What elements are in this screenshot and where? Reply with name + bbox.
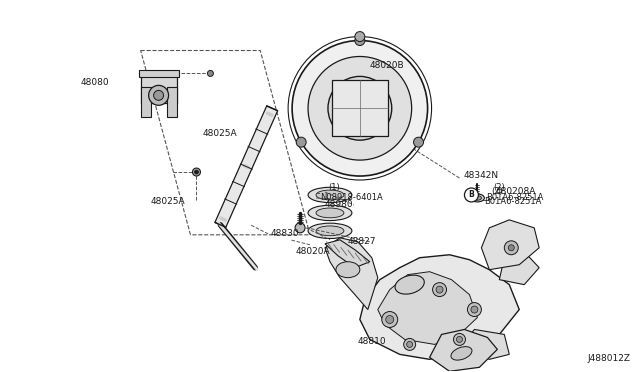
Ellipse shape <box>316 208 344 218</box>
Circle shape <box>328 76 392 140</box>
Polygon shape <box>325 240 370 268</box>
Circle shape <box>406 341 413 347</box>
Circle shape <box>154 90 164 100</box>
Polygon shape <box>141 87 150 117</box>
Text: 48827: 48827 <box>348 237 376 246</box>
Polygon shape <box>141 76 177 103</box>
Circle shape <box>355 32 365 42</box>
Circle shape <box>148 86 168 105</box>
Text: J488012Z: J488012Z <box>588 355 631 363</box>
Text: 48080: 48080 <box>81 78 109 87</box>
Circle shape <box>296 137 306 147</box>
Text: 48025A: 48025A <box>202 129 237 138</box>
Polygon shape <box>429 330 497 371</box>
Circle shape <box>471 306 478 313</box>
Ellipse shape <box>308 187 352 203</box>
Circle shape <box>382 311 397 327</box>
Ellipse shape <box>308 205 352 221</box>
Text: 48020B: 48020B <box>370 61 404 70</box>
Ellipse shape <box>316 190 344 200</box>
Text: 48810: 48810 <box>358 337 387 346</box>
Text: B: B <box>468 190 474 199</box>
Polygon shape <box>499 252 539 285</box>
Circle shape <box>504 241 518 255</box>
Text: N08918-6401A: N08918-6401A <box>320 193 383 202</box>
Text: 48020A: 48020A <box>295 247 330 256</box>
Text: B01A6-8251A: B01A6-8251A <box>484 198 541 206</box>
Circle shape <box>207 70 213 76</box>
Ellipse shape <box>395 275 424 294</box>
Text: (1): (1) <box>328 183 340 192</box>
Circle shape <box>295 223 305 233</box>
Circle shape <box>386 315 394 324</box>
Ellipse shape <box>336 262 360 278</box>
Bar <box>332 80 388 136</box>
Circle shape <box>436 286 443 293</box>
Circle shape <box>308 57 412 160</box>
Polygon shape <box>360 255 519 359</box>
Text: (2): (2) <box>492 187 503 196</box>
Text: 48980: 48980 <box>325 201 354 209</box>
Ellipse shape <box>470 194 484 202</box>
Polygon shape <box>139 70 179 77</box>
Text: (2): (2) <box>493 183 505 192</box>
Polygon shape <box>481 220 539 270</box>
Text: B01A6-8251A: B01A6-8251A <box>486 193 544 202</box>
Circle shape <box>508 245 515 251</box>
Circle shape <box>355 36 365 45</box>
Ellipse shape <box>474 196 481 200</box>
Polygon shape <box>166 87 177 117</box>
Text: 48830: 48830 <box>270 229 299 238</box>
Ellipse shape <box>308 223 352 238</box>
Polygon shape <box>215 106 278 227</box>
Ellipse shape <box>316 226 344 236</box>
Circle shape <box>193 168 200 176</box>
Polygon shape <box>325 238 378 310</box>
Circle shape <box>456 336 463 342</box>
Text: 48025A: 48025A <box>150 198 185 206</box>
Text: 48342N: 48342N <box>463 170 499 180</box>
Text: 480208A: 480208A <box>495 187 536 196</box>
Circle shape <box>433 283 447 296</box>
Circle shape <box>338 86 382 130</box>
Circle shape <box>404 339 415 350</box>
Circle shape <box>195 170 198 174</box>
Circle shape <box>465 188 479 202</box>
Circle shape <box>454 333 465 346</box>
Circle shape <box>467 302 481 317</box>
Circle shape <box>292 41 428 176</box>
Polygon shape <box>378 272 477 344</box>
Polygon shape <box>460 330 509 359</box>
Ellipse shape <box>451 347 472 360</box>
Circle shape <box>413 137 424 147</box>
